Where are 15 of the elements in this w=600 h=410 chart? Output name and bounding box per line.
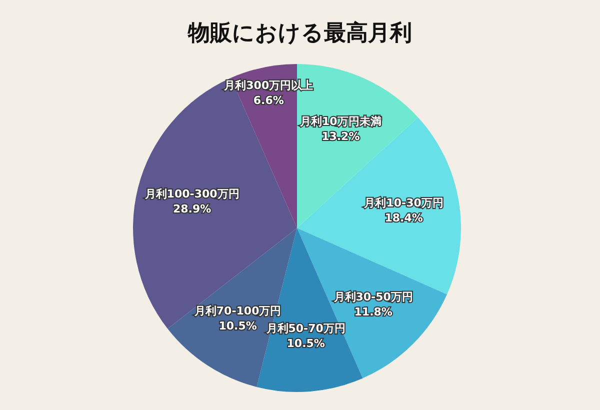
data-label: 18.4% (384, 212, 423, 225)
slice-label: 月利10-30万円 (363, 196, 444, 210)
data-label: 6.6% (253, 94, 284, 108)
slice-label: 月利300万円以上 (223, 79, 314, 92)
slice-label: 月利10万円未満 (298, 114, 382, 128)
data-label: 10.5% (286, 336, 325, 350)
slice-label: 月利30-50万円 (332, 290, 413, 304)
slice-label: 月利100-300万円 (144, 188, 240, 201)
slice-label: 月利50-70万円 (265, 322, 346, 335)
data-label: 13.2% (322, 130, 360, 143)
data-label: 28.9% (172, 202, 212, 216)
data-label: 11.8% (354, 306, 392, 319)
chart-title: 物販における最高月利 (187, 20, 412, 46)
slice-label: 月利70-100万円 (193, 304, 282, 318)
data-label: 10.5% (218, 320, 257, 333)
